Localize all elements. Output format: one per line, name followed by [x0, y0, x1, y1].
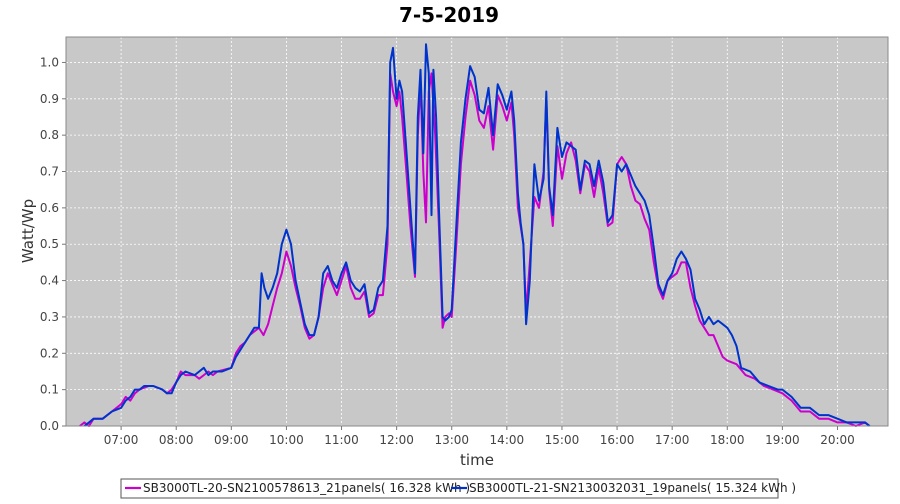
x-tick-label: 15:00 [545, 433, 580, 447]
legend-label-series-2: SB3000TL-21-SN2130032031_19panels( 15.32… [469, 481, 796, 495]
x-axis-label: time [460, 451, 494, 469]
x-tick-label: 17:00 [655, 433, 690, 447]
chart-title: 7-5-2019 [399, 3, 499, 27]
y-tick-label: 0.4 [40, 274, 59, 288]
legend: SB3000TL-20-SN2100578613_21panels( 16.32… [120, 478, 796, 499]
y-tick-label: 0.0 [40, 419, 59, 433]
y-tick-label: 0.1 [40, 383, 59, 397]
series-layer [79, 43, 871, 427]
x-tick-label: 09:00 [214, 433, 249, 447]
x-tick-label: 08:00 [159, 433, 194, 447]
y-tick-label: 0.9 [40, 92, 59, 106]
x-tick-label: 19:00 [765, 433, 800, 447]
x-tick-label: 13:00 [434, 433, 469, 447]
y-tick-label: 0.3 [40, 310, 59, 324]
y-tick-label: 0.5 [40, 237, 59, 251]
x-tick-label: 12:00 [379, 433, 414, 447]
plot-area [66, 37, 888, 426]
x-tick-label: 10:00 [269, 433, 304, 447]
x-tick-label: 07:00 [104, 433, 139, 447]
series-2-line [83, 43, 871, 427]
x-tick-label: 20:00 [820, 433, 855, 447]
y-axis-label: Watt/Wp [19, 199, 37, 263]
x-tick-label: 18:00 [710, 433, 745, 447]
x-axis: 07:00 08:00 09:00 10:00 11:00 12:00 13:00 14:00… [104, 426, 855, 447]
x-tick-label: 11:00 [324, 433, 359, 447]
y-tick-label: 0.6 [40, 201, 59, 215]
y-tick-label: 0.8 [40, 128, 59, 142]
legend-label-series-1: SB3000TL-20-SN2100578613_21panels( 16.32… [143, 481, 470, 495]
series-1-line [79, 72, 871, 427]
legend-box [120, 478, 779, 499]
x-tick-label: 16:00 [600, 433, 635, 447]
y-tick-label: 1.0 [40, 55, 59, 69]
y-axis: 0.0 0.1 0.2 0.3 0.4 0.5 0.6 0.7 0.8 0.9 1.0 [40, 55, 66, 433]
y-tick-label: 0.2 [40, 346, 59, 360]
x-tick-label: 14:00 [490, 433, 525, 447]
y-tick-label: 0.7 [40, 165, 59, 179]
plot-border [65, 36, 889, 427]
